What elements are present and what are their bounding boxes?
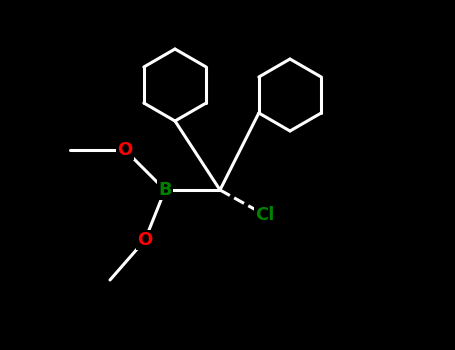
Text: B: B	[158, 181, 172, 199]
Text: Cl: Cl	[255, 206, 275, 224]
Text: O: O	[117, 141, 132, 159]
Text: O: O	[137, 231, 152, 249]
